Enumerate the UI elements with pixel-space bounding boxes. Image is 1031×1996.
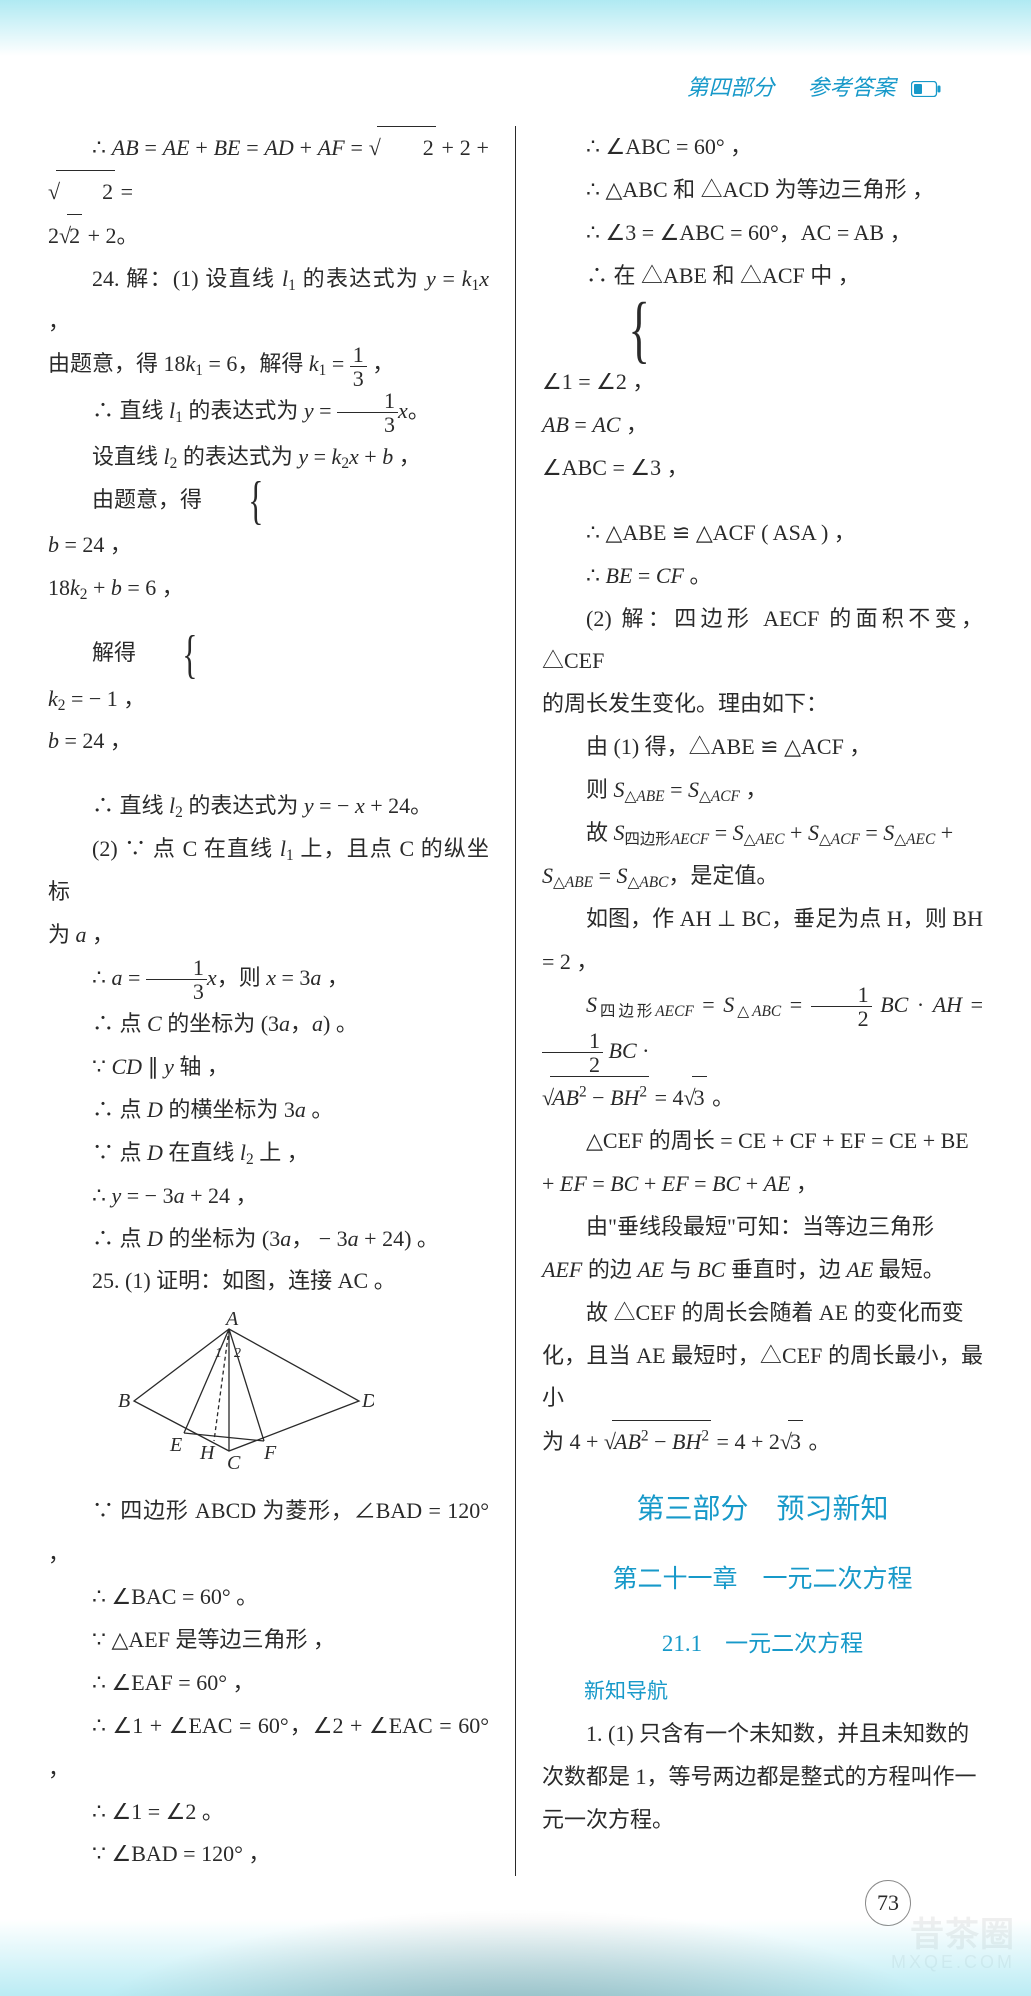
text-line: ∴ 直线 l2 的表达式为 y = − x + 24。 (48, 785, 489, 828)
text-line: ∴ △ABC 和 △ACD 为等边三角形 ， (542, 169, 983, 212)
text-line: ∴ 点 D 的坐标为 (3a， − 3a + 24) 。 (48, 1218, 489, 1261)
heading-chapter21: 第二十一章 一元二次方程 (542, 1555, 983, 1604)
text-line: 为 a ， (48, 914, 489, 957)
text-line: ∵ 点 D 在直线 l2 上 ， (48, 1132, 489, 1175)
text-line: ∴ y = − 3a + 24 ， (48, 1175, 489, 1218)
text-line: 化，且当 AE 最短时，△CEF 的周长最小，最小 (542, 1335, 983, 1421)
text-line: S四边形AECF = S△ABC = 12 BC · AH = 12 BC · (542, 984, 983, 1077)
text-line: 则 S△ABE = S△ACF ， (542, 769, 983, 812)
svg-text:2: 2 (234, 1346, 241, 1361)
running-header: 第四部分 参考答案 (686, 70, 941, 103)
text-line: ∴ ∠BAC = 60° 。 (48, 1576, 489, 1619)
text-line: 设直线 l2 的表达式为 y = k2x + b ， (48, 436, 489, 479)
text-line: 由题意，得 { (48, 479, 489, 524)
text-line: (2) 解：四边形 AECF 的面积不变，△CEF (542, 598, 983, 684)
text-line: ∴ ∠EAF = 60° ， (48, 1662, 489, 1705)
text-line: √AB2 − BH2 = 4√3 。 (542, 1076, 983, 1120)
text-line: 次数都是 1，等号两边都是整式的方程叫作一 (542, 1756, 983, 1799)
fig-label-F: F (263, 1442, 277, 1464)
text-line: 元一次方程。 (542, 1799, 983, 1842)
left-column: ∴ AB = AE + BE = AD + AF = √2 + 2 + √2 =… (48, 126, 515, 1876)
text-line: 为 4 + √AB2 − BH2 = 4 + 2√3 。 (542, 1420, 983, 1464)
text-line: ∴ 点 D 的横坐标为 3a 。 (48, 1089, 489, 1132)
text-line: 解得 { (48, 632, 489, 677)
heading-part3: 第三部分 预习新知 (542, 1482, 983, 1537)
battery-icon (911, 77, 941, 103)
text-line: ∴ a = 13x，则 x = 3a ， (48, 957, 489, 1003)
top-glow (0, 0, 1031, 56)
text-line: 故 △CEF 的周长会随着 AE 的变化而变 (542, 1292, 983, 1335)
svg-text:1: 1 (215, 1346, 222, 1361)
page: 第四部分 参考答案 ∴ AB = AE + BE = AD + AF = √2 … (0, 0, 1031, 1996)
fig-label-C: C (227, 1452, 241, 1471)
text-line: ∴ 在 △ABE 和 △ACF 中 ， (542, 255, 983, 298)
text-line: (2) ∵ 点 C 在直线 l1 上，且点 C 的纵坐标 (48, 828, 489, 914)
text-line: ∴ ∠ABC = 60° ， (542, 126, 983, 169)
text-line: 24. 解：(1) 设直线 l1 的表达式为 y = k1x ， (48, 258, 489, 344)
header-title: 参考答案 (807, 75, 895, 100)
text-line: { (542, 298, 983, 362)
right-column: ∴ ∠ABC = 60° ， ∴ △ABC 和 △ACD 为等边三角形 ， ∴ … (515, 126, 983, 1876)
bottom-shadow (0, 1886, 1031, 1996)
text-line: ∴ AB = AE + BE = AD + AF = √2 + 2 + √2 = (48, 126, 489, 214)
text-line: ∴ BE = CF 。 (542, 555, 983, 598)
text-line: 1. (1) 只含有一个未知数，并且未知数的 (542, 1713, 983, 1756)
text-line: ∴ ∠3 = ∠ABC = 60°，AC = AB ， (542, 212, 983, 255)
fig-label-D: D (361, 1390, 374, 1412)
text-line: 2√2 + 2。 (48, 214, 489, 258)
text-line: S△ABE = S△ABC，是定值。 (542, 855, 983, 898)
text-line: ∴ 直线 l1 的表达式为 y = 13x。 (48, 390, 489, 436)
text-line: ∵ △AEF 是等边三角形 ， (48, 1619, 489, 1662)
text-line: 的周长发生变化。理由如下： (542, 683, 983, 726)
text-line: ∵ ∠BAD = 120° ， (48, 1833, 489, 1876)
fig-label-E: E (169, 1434, 182, 1456)
text-line: ∴ 点 C 的坐标为 (3a，a) 。 (48, 1003, 489, 1046)
text-line: △CEF 的周长 = CE + CF + EF = CE + BE (542, 1120, 983, 1163)
text-line: ∵ 四边形 ABCD 为菱形，∠BAD = 120° ， (48, 1490, 489, 1576)
text-line: ∴ ∠1 = ∠2 。 (48, 1791, 489, 1834)
text-line: 由"垂线段最短"可知：当等边三角形 (542, 1206, 983, 1249)
fig-label-H: H (199, 1442, 216, 1464)
text-line: ∴ △ABE ≌ △ACF ( ASA ) ， (542, 512, 983, 555)
content-columns: ∴ AB = AE + BE = AD + AF = √2 + 2 + √2 =… (48, 126, 983, 1876)
text-line: AEF 的边 AE 与 BC 垂直时，边 AE 最短。 (542, 1249, 983, 1292)
text-line: 故 S四边形AECF = S△AEC + S△ACF = S△AEC + (542, 812, 983, 855)
text-line: ∴ ∠1 + ∠EAC = 60°，∠2 + ∠EAC = 60° ， (48, 1705, 489, 1791)
text-line: 如图，作 AH ⊥ BC，垂足为点 H，则 BH = 2 ， (542, 898, 983, 984)
text-line: 25. (1) 证明：如图，连接 AC 。 (48, 1260, 489, 1303)
fig-label-B: B (118, 1390, 130, 1412)
text-line: + EF = BC + EF = BC + AE ， (542, 1163, 983, 1206)
fig-label-A: A (224, 1311, 239, 1330)
text-line: ∵ CD ∥ y 轴 ， (48, 1046, 489, 1089)
geometry-figure: A B C D E F H 1 2 (114, 1311, 489, 1486)
section-nav-label: 新知导航 (542, 1672, 983, 1713)
text-line: 由题意，得 18k1 = 6，解得 k1 = 13 ， (48, 343, 489, 389)
text-line: 由 (1) 得，△ABE ≌ △ACF ， (542, 726, 983, 769)
heading-21-1: 21.1 一元二次方程 (542, 1622, 983, 1667)
header-section: 第四部分 (686, 75, 774, 100)
